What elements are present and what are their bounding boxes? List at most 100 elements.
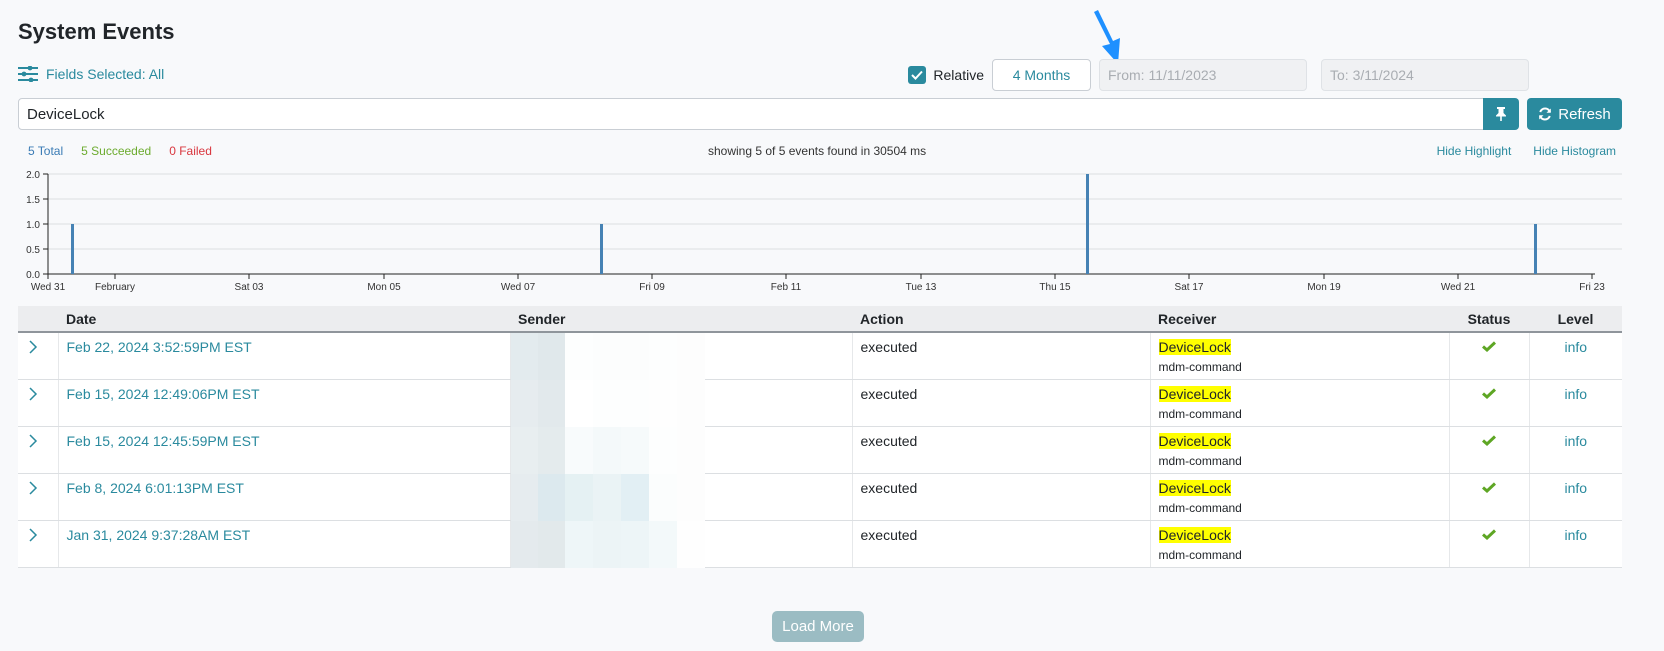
table-row[interactable]: Feb 8, 2024 6:01:13PM EST executed Devic… (18, 473, 1622, 521)
svg-text:2.0: 2.0 (26, 170, 40, 181)
event-date-link[interactable]: Jan 31, 2024 9:37:28AM EST (57, 520, 510, 568)
hide-highlight-link[interactable]: Hide Highlight (1436, 144, 1512, 158)
receiver-name: DeviceLock (1158, 339, 1231, 355)
expand-row-button[interactable] (18, 426, 58, 474)
event-level-link[interactable]: info (1528, 426, 1622, 474)
svg-text:Fri 09: Fri 09 (639, 282, 665, 293)
view-toggles: Hide Highlight Hide Histogram (1437, 144, 1616, 158)
events-histogram: 2.01.5 1.00.50.0 Wed 31 February Sat 03 … (26, 170, 1622, 293)
svg-text:Mon 19: Mon 19 (1307, 282, 1341, 293)
event-date-link[interactable]: Feb 15, 2024 12:49:06PM EST (57, 379, 510, 427)
status-cell (1448, 379, 1529, 427)
svg-text:Sat 03: Sat 03 (235, 282, 264, 293)
event-action: executed (851, 520, 1150, 568)
pin-button[interactable] (1483, 98, 1519, 130)
to-date-input[interactable]: To: 3/11/2024 (1321, 59, 1529, 91)
receiver-type: mdm-command (1158, 547, 1242, 562)
date-range-bar: Relative 4 Months From: 11/11/2023 To: 3… (908, 59, 1529, 91)
svg-text:Tue 13: Tue 13 (906, 282, 937, 293)
succeeded-count[interactable]: 5 Succeeded (81, 144, 152, 158)
event-date-link[interactable]: Feb 15, 2024 12:45:59PM EST (57, 426, 510, 474)
table-row[interactable]: Jan 31, 2024 9:37:28AM EST executed Devi… (18, 520, 1622, 568)
search-input[interactable]: DeviceLock (18, 98, 1484, 130)
refresh-icon (1539, 107, 1552, 121)
from-date-input[interactable]: From: 11/11/2023 (1099, 59, 1307, 91)
relative-preset-button[interactable]: 4 Months (992, 59, 1091, 91)
event-receiver: DeviceLock mdm-command (1149, 426, 1449, 474)
sender-redacted (509, 379, 852, 427)
relative-label: Relative (933, 67, 984, 83)
expand-row-button[interactable] (18, 473, 58, 521)
load-more-button[interactable]: Load More (772, 611, 864, 642)
event-date-link[interactable]: Feb 8, 2024 6:01:13PM EST (57, 473, 510, 521)
svg-text:Wed 31: Wed 31 (31, 282, 66, 293)
relative-checkbox[interactable] (908, 66, 927, 84)
event-action: executed (851, 426, 1150, 474)
annotation-arrow-icon (1094, 10, 1120, 64)
fields-selected-label: Fields Selected: All (46, 66, 165, 82)
chevron-right-icon (29, 433, 38, 448)
status-cell (1448, 520, 1529, 568)
svg-text:Wed 21: Wed 21 (1441, 282, 1476, 293)
svg-text:Sat 17: Sat 17 (1175, 282, 1204, 293)
col-date[interactable]: Date (58, 306, 510, 333)
svg-text:Feb 11: Feb 11 (771, 282, 802, 293)
receiver-name: DeviceLock (1158, 479, 1231, 496)
expand-row-button[interactable] (18, 332, 58, 380)
chevron-right-icon (29, 527, 38, 542)
hide-histogram-link[interactable]: Hide Histogram (1533, 144, 1616, 158)
total-count[interactable]: 5 Total (28, 144, 64, 158)
event-receiver: DeviceLock mdm-command (1149, 332, 1449, 380)
check-icon (1482, 434, 1497, 446)
status-cell (1448, 473, 1529, 521)
col-action[interactable]: Action (852, 306, 1150, 333)
event-date-link[interactable]: Feb 22, 2024 3:52:59PM EST (57, 332, 510, 380)
svg-text:1.0: 1.0 (26, 220, 40, 231)
failed-count[interactable]: 0 Failed (169, 144, 212, 158)
svg-text:0.5: 0.5 (26, 245, 40, 256)
table-row[interactable]: Feb 15, 2024 12:49:06PM EST executed Dev… (18, 379, 1622, 427)
event-action: executed (851, 379, 1150, 427)
sliders-icon (18, 66, 38, 82)
event-action: executed (851, 473, 1150, 521)
col-receiver[interactable]: Receiver (1150, 306, 1449, 333)
col-expand (18, 306, 58, 333)
svg-text:0.0: 0.0 (26, 270, 40, 281)
receiver-type: mdm-command (1158, 360, 1242, 374)
receiver-name: DeviceLock (1158, 432, 1231, 449)
svg-text:February: February (95, 282, 135, 293)
fields-selector[interactable]: Fields Selected: All (18, 66, 164, 82)
event-receiver: DeviceLock mdm-command (1149, 473, 1449, 521)
col-status[interactable]: Status (1449, 306, 1529, 333)
table-row[interactable]: Feb 22, 2024 3:52:59PM EST executed Devi… (18, 332, 1622, 380)
sender-redacted (509, 426, 852, 474)
check-icon (1482, 528, 1497, 540)
expand-row-button[interactable] (18, 379, 58, 427)
refresh-button[interactable]: Refresh (1527, 98, 1622, 130)
check-icon (1482, 387, 1497, 399)
event-level-link[interactable]: info (1528, 473, 1622, 521)
receiver-name: DeviceLock (1158, 385, 1231, 402)
event-level-link[interactable]: info (1528, 332, 1622, 380)
status-cell (1448, 426, 1529, 474)
svg-text:Fri 23: Fri 23 (1579, 282, 1605, 293)
chevron-right-icon (29, 386, 38, 401)
receiver-type: mdm-command (1158, 500, 1242, 515)
relative-toggle[interactable]: Relative (908, 66, 984, 84)
sender-redacted (509, 473, 852, 521)
receiver-name: DeviceLock (1158, 526, 1231, 543)
svg-text:Thu 15: Thu 15 (1039, 282, 1071, 293)
event-level-link[interactable]: info (1528, 379, 1622, 427)
refresh-label: Refresh (1558, 105, 1611, 123)
expand-row-button[interactable] (18, 520, 58, 568)
pin-icon (1496, 107, 1506, 121)
event-receiver: DeviceLock mdm-command (1149, 379, 1449, 427)
svg-text:1.5: 1.5 (26, 195, 40, 206)
page-title: System Events (18, 19, 175, 44)
event-level-link[interactable]: info (1528, 520, 1622, 568)
event-action: executed (851, 332, 1150, 380)
col-sender[interactable]: Sender (510, 306, 852, 333)
event-stats: 5 Total 5 Succeeded 0 Failed (28, 144, 212, 158)
table-row[interactable]: Feb 15, 2024 12:45:59PM EST executed Dev… (18, 426, 1622, 474)
col-level[interactable]: Level (1529, 306, 1622, 333)
